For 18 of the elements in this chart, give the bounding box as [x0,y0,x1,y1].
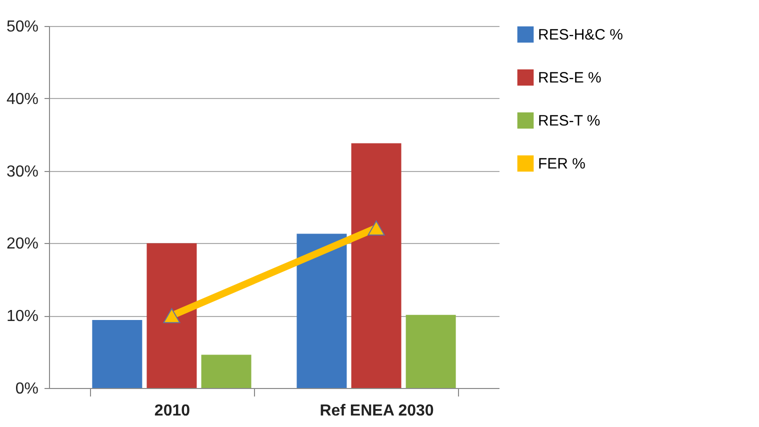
bar [146,243,197,388]
bar [351,143,402,388]
y-tick-label: 0% [15,380,38,398]
y-tick-label: 10% [6,308,38,326]
y-tick-label: 30% [6,163,38,180]
legend-label: RES-H&C % [538,26,624,44]
y-tick-label: 50% [6,18,38,36]
legend-label: FER % [538,156,586,172]
x-tick-label: Ref ENEA 2030 [320,402,434,420]
y-tick-label: 40% [6,90,38,108]
bar [201,354,252,388]
bar [406,314,456,388]
x-tick-label: 2010 [154,402,190,420]
bar [296,234,347,388]
legend-label: RES-T % [538,112,600,130]
y-tick-label: 20% [6,236,38,253]
legend-label: RES-E % [538,70,602,86]
bar [92,320,142,388]
